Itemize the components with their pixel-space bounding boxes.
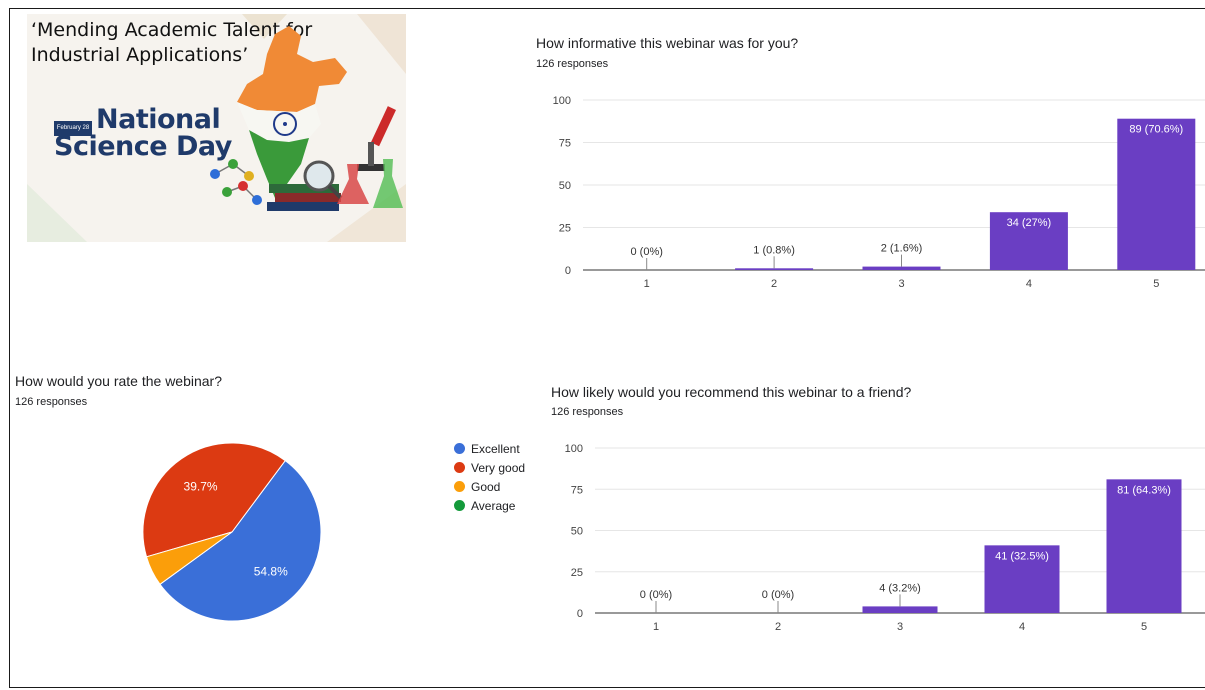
legend-label: Good <box>471 479 501 494</box>
legend-label: Excellent <box>471 441 520 456</box>
pie-slice-label: 39.7% <box>184 480 218 494</box>
informative-responses: 126 responses <box>536 58 609 70</box>
data-label: 41 (32.5%) <box>995 550 1049 562</box>
x-tick-label: 4 <box>1019 621 1025 633</box>
legend-item: Very good <box>454 458 525 477</box>
data-label: 2 (1.6%) <box>881 243 923 255</box>
bar <box>862 606 938 613</box>
recommend-bar-chart: 0 25 50 75 100 1 0 (0%) 2 0 (0%) 3 4 (3.2%) 4 41 (32… <box>565 443 1205 633</box>
x-tick-label: 3 <box>898 278 904 290</box>
rating-legend: Excellent Very good Good Average <box>454 439 525 515</box>
x-tick-label: 5 <box>1153 278 1159 290</box>
bar <box>984 545 1060 613</box>
x-tick-label: 1 <box>644 278 650 290</box>
banner-decoration <box>27 14 406 242</box>
legend-swatch <box>454 481 465 492</box>
pie-slice <box>145 531 233 586</box>
data-label: 4 (3.2%) <box>879 582 921 594</box>
y-tick-label: 0 <box>565 265 571 277</box>
date-tag: February 28 <box>54 121 92 136</box>
legend-swatch <box>454 443 465 454</box>
x-tick-label: 3 <box>897 621 903 633</box>
x-tick-label: 4 <box>1026 278 1032 290</box>
y-tick-label: 50 <box>559 180 571 192</box>
legend-swatch <box>454 462 465 473</box>
legend-item: Average <box>454 496 525 515</box>
data-label: 1 (0.8%) <box>753 244 795 256</box>
y-tick-label: 25 <box>571 567 583 579</box>
data-label: 89 (70.6%) <box>1129 124 1183 136</box>
legend-item: Good <box>454 477 525 496</box>
recommend-responses: 126 responses <box>551 406 624 418</box>
india-map-science-illustration <box>210 26 403 211</box>
banner-title: ‘Mending Academic Talent for Industrial … <box>31 19 313 66</box>
event-name-line2: Science Day <box>54 131 232 162</box>
y-tick-label: 100 <box>553 95 571 107</box>
bar <box>862 266 941 270</box>
y-tick-label: 100 <box>565 443 583 455</box>
bar <box>989 212 1068 270</box>
y-tick-label: 0 <box>577 608 583 620</box>
pie-slice <box>159 459 322 622</box>
legend-label: Average <box>471 498 516 513</box>
legend-item: Excellent <box>454 439 525 458</box>
bar <box>1106 479 1182 613</box>
event-name-line1: National <box>96 104 221 135</box>
event-name: National Science Day <box>54 106 232 160</box>
rating-question: How would you rate the webinar? <box>15 373 223 389</box>
informative-question: How informative this webinar was for you… <box>536 35 799 51</box>
recommend-question: How likely would you recommend this webi… <box>551 384 912 400</box>
x-tick-label: 2 <box>775 621 781 633</box>
data-label: 0 (0%) <box>630 246 662 258</box>
y-tick-label: 75 <box>559 138 571 150</box>
data-label: 34 (27%) <box>1007 217 1052 229</box>
bar <box>1117 118 1196 270</box>
bar <box>735 268 814 270</box>
y-tick-label: 25 <box>559 223 571 235</box>
legend-swatch <box>454 500 465 511</box>
y-tick-label: 50 <box>571 526 583 538</box>
y-tick-label: 75 <box>571 484 583 496</box>
data-label: 0 (0%) <box>762 589 794 601</box>
x-tick-label: 2 <box>771 278 777 290</box>
banner-image: ‘Mending Academic Talent for Industrial … <box>27 14 406 242</box>
rating-pie-chart: 54.8% 39.7% <box>142 442 322 622</box>
rating-responses: 126 responses <box>15 396 88 408</box>
legend-label: Very good <box>471 460 526 475</box>
x-tick-label: 1 <box>653 621 659 633</box>
informative-bar-chart: 0 25 50 75 100 1 0 (0%) 2 1 (0.8%) 3 2 (1.6%) 4 34 (… <box>553 95 1205 290</box>
data-label: 81 (64.3%) <box>1117 484 1171 496</box>
data-label: 0 (0%) <box>640 589 672 601</box>
pie-slice <box>142 442 286 558</box>
pie-slice-label: 54.8% <box>254 564 288 578</box>
x-tick-label: 5 <box>1141 621 1147 633</box>
